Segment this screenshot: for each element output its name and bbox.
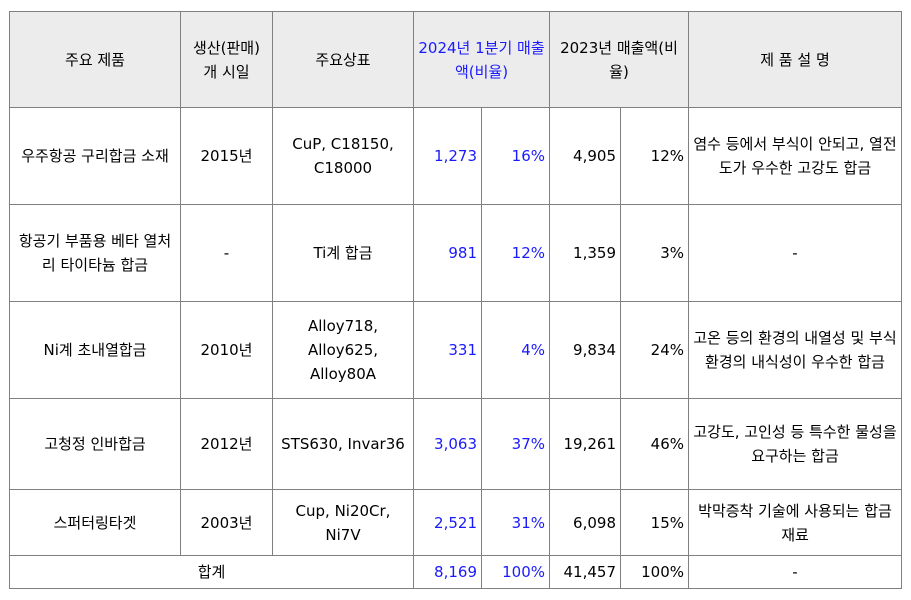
total-description: - [688,555,902,589]
q1-ratio: 4% [481,301,550,399]
y2023-amount: 1,359 [549,204,621,302]
y2023-amount: 19,261 [549,398,621,490]
product-sales-table: 주요 제품 생산(판매) 개 시일 주요상표 2024년 1분기 매출액(비율)… [9,11,902,589]
brand-name: Alloy718, Alloy625, Alloy80A [272,301,414,399]
product-description: 박막증착 기술에 사용되는 합금재료 [688,489,902,556]
y2023-ratio: 12% [620,107,689,205]
launch-date: 2010년 [180,301,273,399]
q1-ratio: 31% [481,489,550,556]
product-name: 우주항공 구리합금 소재 [9,107,181,205]
header-launch-date: 생산(판매) 개 시일 [180,11,273,108]
total-label: 합계 [9,555,414,589]
product-description: - [688,204,902,302]
y2023-ratio: 46% [620,398,689,490]
launch-date: 2015년 [180,107,273,205]
y2023-ratio: 15% [620,489,689,556]
q1-amount: 1,273 [413,107,482,205]
total-y2023-ratio: 100% [620,555,689,589]
y2023-ratio: 3% [620,204,689,302]
brand-name: Ti계 합금 [272,204,414,302]
total-row: 합계 8,169 100% 41,457 100% - [9,555,902,589]
header-description: 제 품 설 명 [688,11,902,108]
product-description: 고온 등의 환경의 내열성 및 부식환경의 내식성이 우수한 합금 [688,301,902,399]
brand-name: CuP, C18150, C18000 [272,107,414,205]
product-description: 고강도, 고인성 등 특수한 물성을 요구하는 합금 [688,398,902,490]
product-name: 고청정 인바합금 [9,398,181,490]
product-description: 염수 등에서 부식이 안되고, 열전도가 우수한 고강도 합금 [688,107,902,205]
total-q1-amount: 8,169 [413,555,482,589]
header-product: 주요 제품 [9,11,181,108]
q1-amount: 981 [413,204,482,302]
q1-amount: 2,521 [413,489,482,556]
launch-date: 2003년 [180,489,273,556]
q1-ratio: 12% [481,204,550,302]
q1-ratio: 16% [481,107,550,205]
q1-ratio: 37% [481,398,550,490]
product-name: 항공기 부품용 베타 열처리 타이타늄 합금 [9,204,181,302]
launch-date: 2012년 [180,398,273,490]
y2023-amount: 6,098 [549,489,621,556]
header-q1-sales: 2024년 1분기 매출액(비율) [413,11,550,108]
y2023-amount: 9,834 [549,301,621,399]
brand-name: Cup, Ni20Cr, Ni7V [272,489,414,556]
header-2023-sales: 2023년 매출액(비율) [549,11,689,108]
product-name: Ni계 초내열합금 [9,301,181,399]
q1-amount: 331 [413,301,482,399]
launch-date: - [180,204,273,302]
total-y2023-amount: 41,457 [549,555,621,589]
y2023-ratio: 24% [620,301,689,399]
table-row: 고청정 인바합금 2012년 STS630, Invar36 3,063 37%… [9,398,902,490]
q1-amount: 3,063 [413,398,482,490]
header-brand: 주요상표 [272,11,414,108]
brand-name: STS630, Invar36 [272,398,414,490]
table-row: Ni계 초내열합금 2010년 Alloy718, Alloy625, Allo… [9,301,902,399]
header-row: 주요 제품 생산(판매) 개 시일 주요상표 2024년 1분기 매출액(비율)… [9,11,902,108]
total-q1-ratio: 100% [481,555,550,589]
table-row: 항공기 부품용 베타 열처리 타이타늄 합금 - Ti계 합금 981 12% … [9,204,902,302]
y2023-amount: 4,905 [549,107,621,205]
table-row: 우주항공 구리합금 소재 2015년 CuP, C18150, C18000 1… [9,107,902,205]
product-name: 스퍼터링타겟 [9,489,181,556]
table-row: 스퍼터링타겟 2003년 Cup, Ni20Cr, Ni7V 2,521 31%… [9,489,902,556]
